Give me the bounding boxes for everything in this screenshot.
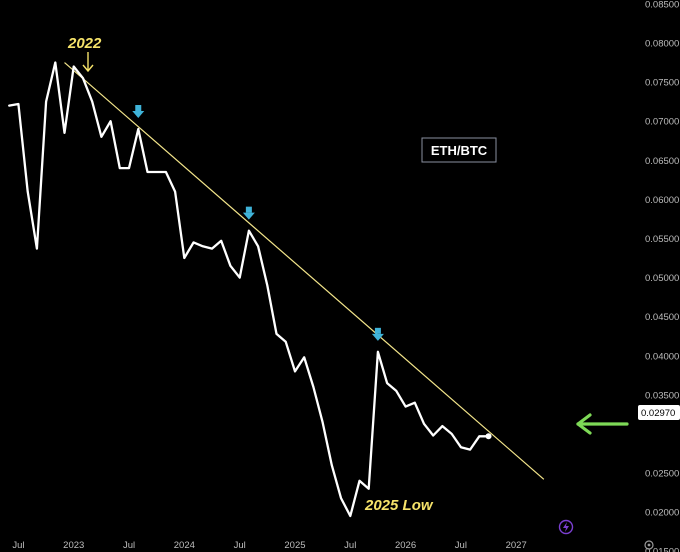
- y-tick-label: 0.04000: [645, 351, 679, 362]
- y-tick-label: 0.04500: [645, 312, 679, 323]
- trendline: [64, 62, 545, 480]
- x-tick-label: Jul: [344, 540, 356, 551]
- x-tick-label: Jul: [123, 540, 135, 551]
- y-tick-label: 0.02000: [645, 508, 679, 519]
- peak-marker-arrow: [132, 105, 145, 119]
- y-tick-label: 0.07500: [645, 78, 679, 89]
- y-tick-label: 0.08500: [645, 0, 679, 10]
- last-price-dot: [485, 433, 492, 440]
- y-tick-label: 0.06000: [645, 195, 679, 206]
- y-tick-label: 0.07000: [645, 117, 679, 128]
- x-tick-label: 2027: [506, 540, 527, 551]
- x-tick-label: Jul: [234, 540, 246, 551]
- annotation-2025-low: 2025 Low: [364, 497, 434, 514]
- y-tick-label: 0.08000: [645, 39, 679, 50]
- x-axis-ticks: Jul 2023 Jul 2024 Jul 2025 Jul 2026 Jul 2027: [12, 540, 526, 551]
- annotation-2022-arrow: [82, 52, 94, 73]
- gear-icon[interactable]: [644, 540, 654, 550]
- lightning-icon[interactable]: [558, 519, 574, 535]
- x-tick-label: Jul: [455, 540, 467, 551]
- peak-marker-arrow: [371, 327, 384, 341]
- peak-marker-arrow: [242, 206, 255, 220]
- x-tick-label: Jul: [12, 540, 24, 551]
- series-line-eth-btc: [8, 61, 490, 518]
- x-tick-label: 2023: [63, 540, 84, 551]
- y-tick-label: 0.01500: [645, 547, 679, 552]
- x-tick-label: 2026: [395, 540, 416, 551]
- annotation-2022: 2022: [67, 35, 102, 52]
- y-tick-label: 0.05500: [645, 234, 679, 245]
- y-tick-label: 0.06500: [645, 156, 679, 167]
- x-tick-label: 2024: [174, 540, 195, 551]
- x-tick-label: 2025: [284, 540, 305, 551]
- series-label-text: ETH/BTC: [431, 143, 488, 158]
- y-axis-ticks: 0.01500 0.02000 0.02500 0.03500 0.04000 0.045…: [645, 0, 679, 552]
- y-tick-label: 0.05000: [645, 273, 679, 284]
- series-label-box: [421, 137, 497, 163]
- last-price-tag: [638, 405, 680, 420]
- y-tick-label: 0.02500: [645, 469, 679, 480]
- peak-markers: [132, 105, 384, 341]
- y-tick-label: 0.03500: [645, 390, 679, 401]
- last-price-tag-text: 0.02970: [641, 408, 675, 419]
- current-price-arrow: [576, 413, 629, 435]
